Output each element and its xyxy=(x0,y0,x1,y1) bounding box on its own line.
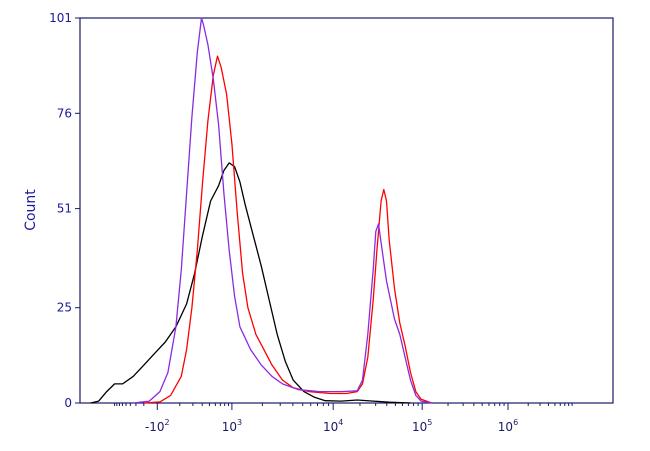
x-tick-label: 106 xyxy=(498,418,518,434)
y-tick-label: 25 xyxy=(57,301,72,315)
plot-frame xyxy=(79,17,614,404)
x-tick-label-exponent: 5 xyxy=(427,418,432,427)
x-axis: -102 103 104 105 106 xyxy=(114,403,573,434)
x-tick-label-exponent: 4 xyxy=(338,418,343,427)
y-tick-label: 101 xyxy=(49,11,72,25)
series-line-2 xyxy=(143,55,433,404)
series-layer xyxy=(90,17,433,404)
y-axis: 0 25 51 76 101 xyxy=(49,11,80,410)
x-tick-label-base: 10 xyxy=(412,420,427,434)
x-tick-label: 105 xyxy=(412,418,432,434)
x-tick-label: 103 xyxy=(222,418,242,434)
x-tick-label-base: 10 xyxy=(222,420,237,434)
x-tick-label-base: 10 xyxy=(323,420,338,434)
x-tick-label: -102 xyxy=(145,418,170,434)
x-tick-label-exponent: 3 xyxy=(237,418,242,427)
series-line-1 xyxy=(90,162,411,404)
y-tick-label: 76 xyxy=(57,106,72,120)
series-line-3 xyxy=(133,17,432,404)
y-tick-label: 0 xyxy=(64,396,72,410)
y-axis-label: Count xyxy=(23,189,39,231)
x-tick-label-base: -10 xyxy=(145,420,165,434)
x-tick-label-exponent: 2 xyxy=(165,418,170,427)
x-tick-label-exponent: 6 xyxy=(513,418,518,427)
x-tick-label: 104 xyxy=(323,418,343,434)
x-tick-label-base: 10 xyxy=(498,420,513,434)
y-tick-label: 51 xyxy=(57,202,72,216)
